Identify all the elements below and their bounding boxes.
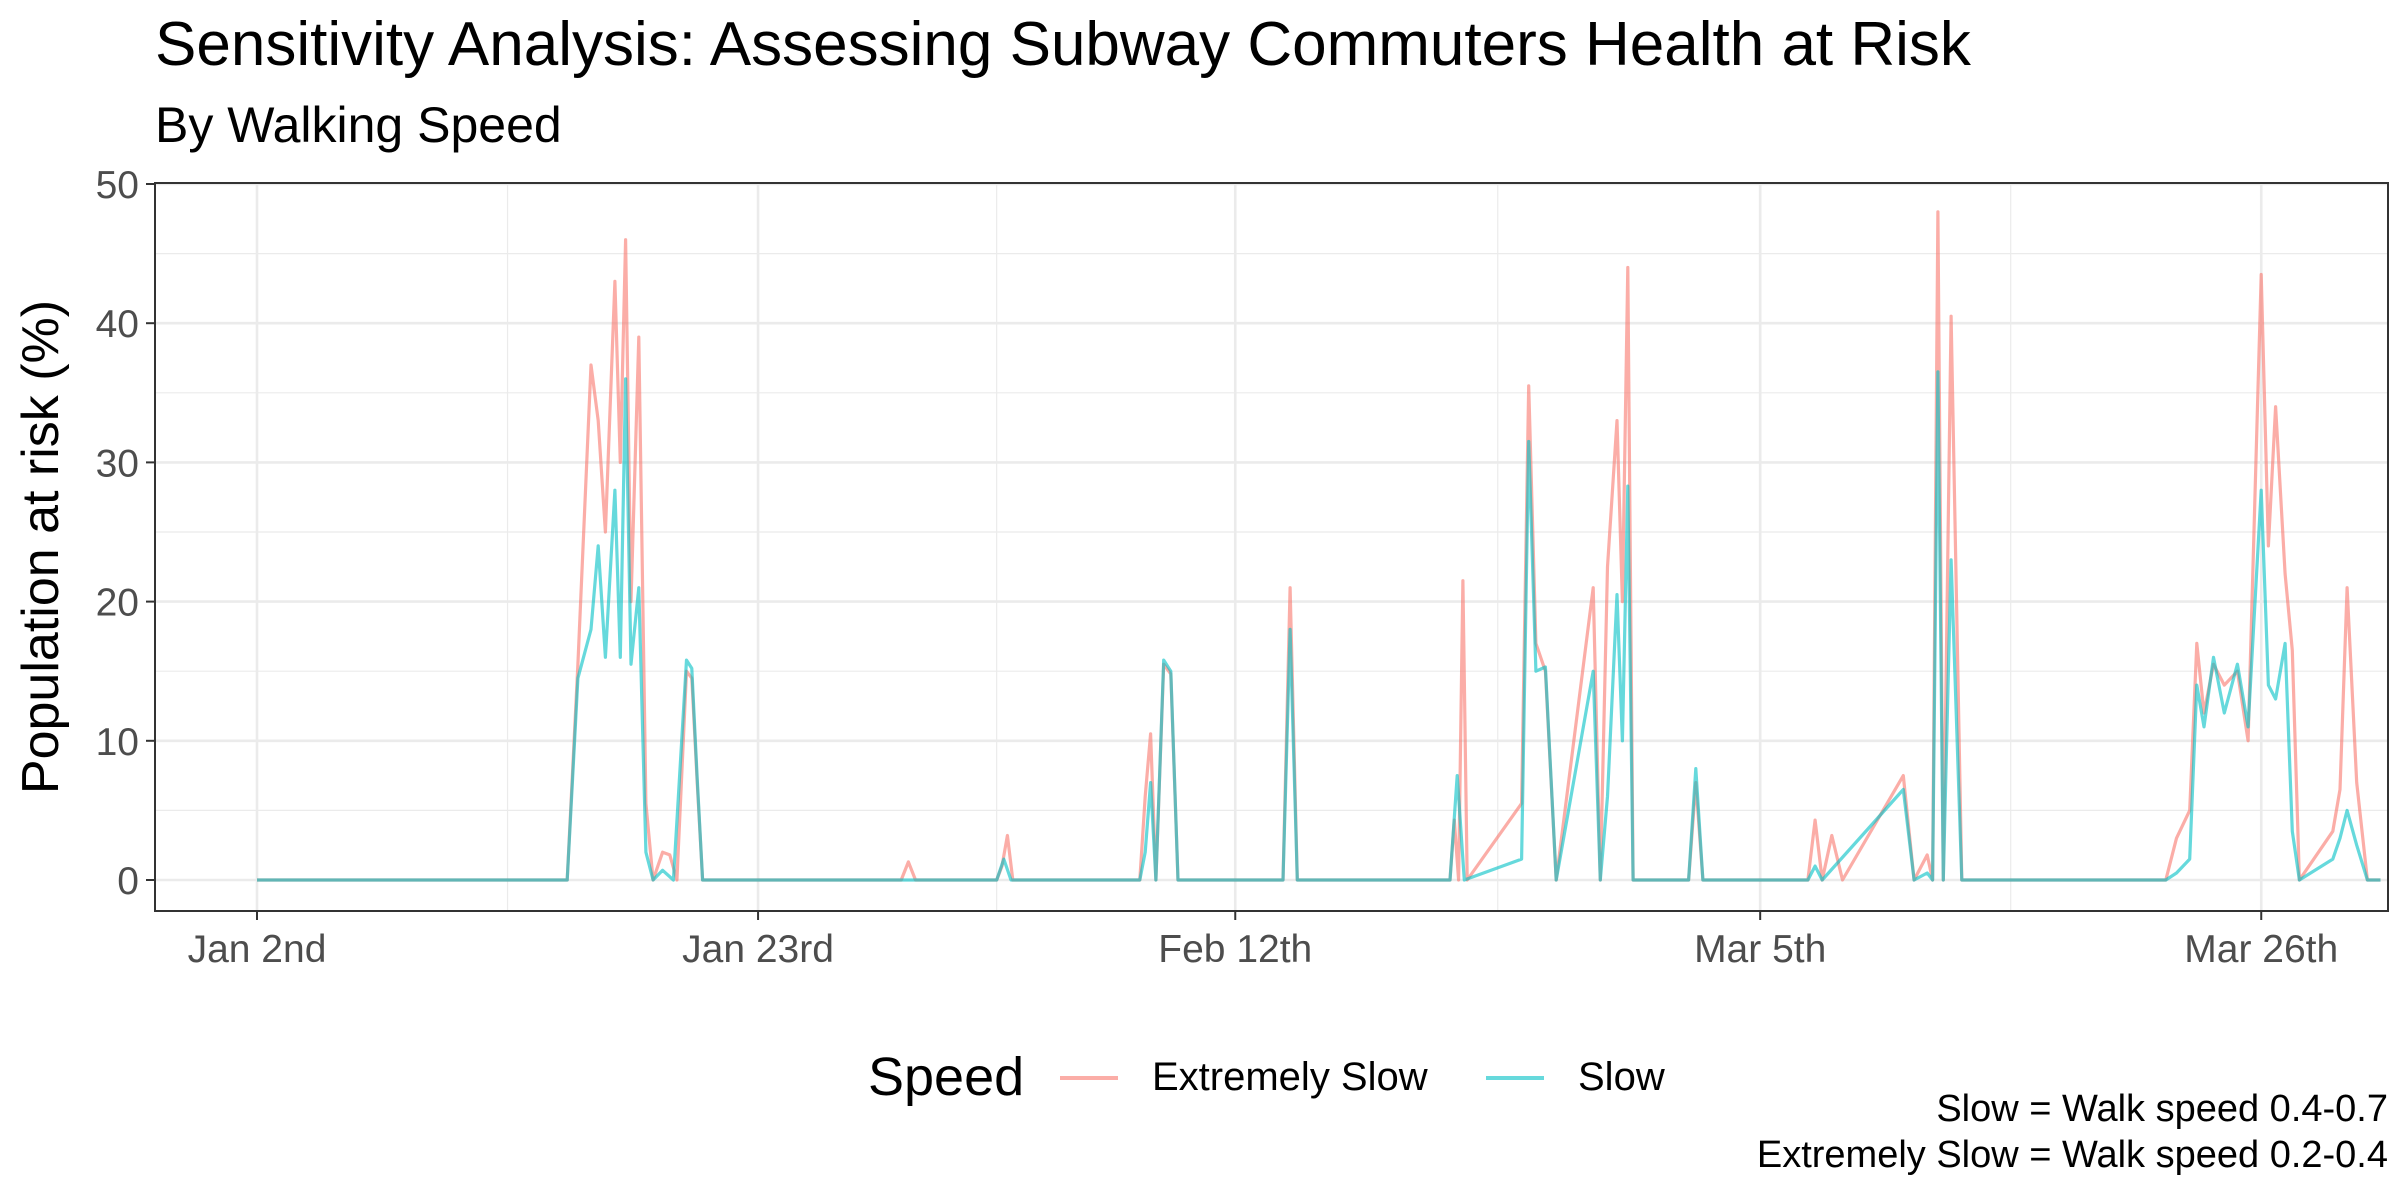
y-tick-label: 50 [96,164,139,207]
x-tick-label: Mar 26th [2184,928,2338,971]
y-tick-label: 0 [117,860,139,903]
plot-border [154,182,2389,912]
y-tick-label: 30 [96,442,139,485]
chart-title: Sensitivity Analysis: Assessing Subway C… [155,10,1971,79]
x-tick-label: Jan 2nd [188,928,327,971]
series-layer [257,210,2381,882]
caption-extremely-slow: Extremely Slow = Walk speed 0.2-0.4 [1756,1134,2388,1176]
legend-title: Speed [868,1047,1024,1107]
legend: Speed Extremely Slow Slow [868,1047,1665,1107]
grid-lines [155,182,2388,911]
y-tick-label: 40 [96,303,139,346]
legend-label-slow: Slow [1578,1055,1665,1099]
y-axis-title: Population at risk (%) [12,300,70,794]
plot-panel [155,183,2388,911]
y-tick-label: 20 [96,582,139,625]
chart-subtitle: By Walking Speed [155,97,562,153]
axes: 0 10 20 30 40 50 Jan 2nd Jan 23rd Feb 12th Mar 5t… [96,164,2339,971]
x-tick-label: Mar 5th [1694,928,1826,971]
legend-label-extremely-slow: Extremely Slow [1152,1055,1428,1099]
x-tick-label: Jan 23rd [682,928,834,971]
series-line-slow [257,370,2381,882]
x-tick-label: Feb 12th [1158,928,1312,971]
y-tick-label: 10 [96,721,139,764]
caption-slow: Slow = Walk speed 0.4-0.7 [1936,1088,2388,1130]
